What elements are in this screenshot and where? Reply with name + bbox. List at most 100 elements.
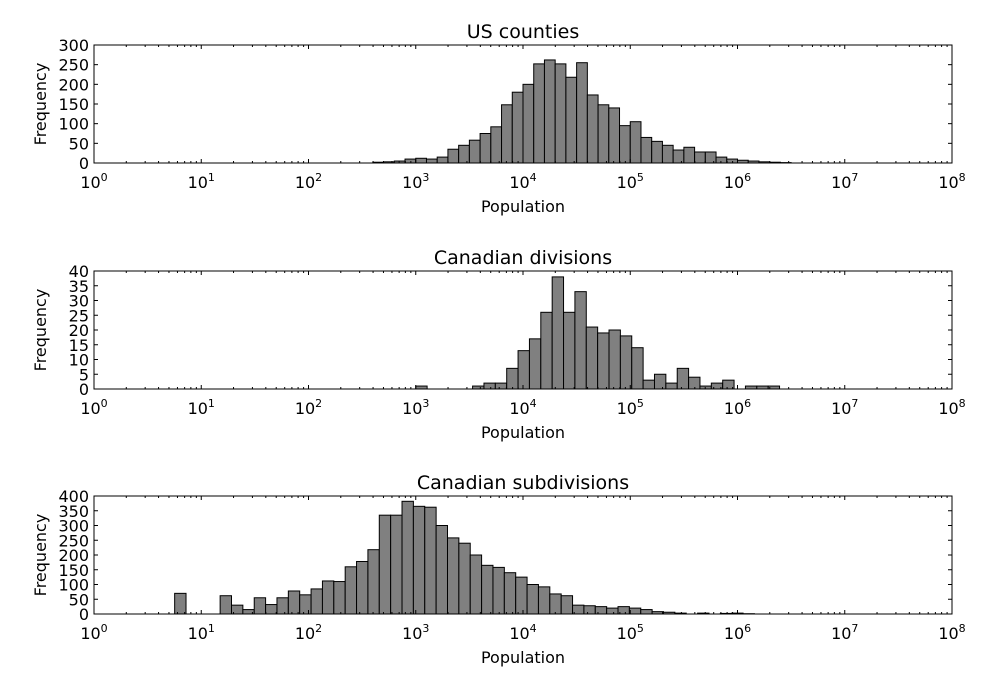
bar [672, 149, 685, 164]
bar [481, 564, 494, 615]
y-tick-label: 20 [69, 321, 89, 340]
x-tick-label: 107 [831, 622, 858, 643]
bar [344, 566, 358, 615]
x-axis-label: Population [481, 648, 565, 667]
y-tick-label: 0 [79, 380, 89, 399]
bar [287, 590, 301, 615]
bar [597, 332, 610, 390]
bar [651, 140, 663, 164]
x-tick-label: 103 [402, 397, 429, 418]
x-tick-label: 104 [509, 171, 536, 192]
bar [468, 139, 481, 164]
bar [585, 326, 599, 390]
bar [494, 382, 508, 390]
y-tick-label: 50 [69, 134, 89, 153]
bar [688, 376, 701, 390]
bar [299, 594, 312, 615]
y-tick-label: 50 [69, 590, 89, 609]
chart-panel-3: Canadian subdivisions Population Frequency… [31, 472, 966, 667]
bar [401, 500, 414, 615]
x-tick-label: 107 [831, 171, 858, 192]
bar [310, 588, 323, 615]
bar [586, 94, 599, 164]
bar [554, 63, 567, 164]
x-tick-label: 101 [188, 171, 215, 192]
x-tick-label: 105 [617, 622, 644, 643]
x-tick-label: 106 [724, 171, 751, 192]
bar [619, 125, 631, 164]
bar [333, 581, 346, 615]
x-tick-label: 101 [188, 622, 215, 643]
bar [506, 367, 519, 390]
bar [390, 514, 403, 615]
x-tick-label: 108 [938, 397, 965, 418]
x-tick-label: 105 [617, 397, 644, 418]
bar [540, 311, 553, 390]
y-tick-label: 150 [58, 561, 89, 580]
bar [594, 606, 608, 615]
x-tick-label: 100 [80, 171, 107, 192]
chart-title: US counties [467, 21, 579, 43]
bar [583, 605, 596, 615]
bar [492, 566, 505, 615]
y-tick-label: 0 [79, 154, 89, 173]
bar [356, 560, 369, 615]
x-tick-label: 106 [724, 397, 751, 418]
bar [576, 62, 588, 164]
y-axis-label: Frequency [31, 514, 50, 597]
y-tick-label: 100 [58, 115, 89, 134]
bar [640, 136, 653, 164]
bar [469, 554, 483, 615]
bar [415, 157, 427, 164]
bar [522, 83, 535, 164]
y-tick-label: 250 [58, 531, 89, 550]
bar [640, 609, 653, 615]
x-tick-label: 103 [402, 171, 429, 192]
y-tick-label: 30 [69, 292, 89, 311]
bar [528, 338, 542, 390]
chart-title: Canadian divisions [434, 247, 612, 269]
bar [631, 347, 644, 390]
bar [515, 576, 528, 615]
bar [526, 584, 539, 615]
bar [435, 525, 448, 615]
x-tick-label: 104 [509, 397, 536, 418]
y-axis-label: Frequency [31, 289, 50, 372]
bar [715, 156, 728, 164]
y-tick-label: 40 [69, 262, 89, 281]
y-tick-label: 400 [58, 487, 89, 506]
bar [563, 311, 576, 390]
bar [501, 104, 513, 164]
chart-title: Canadian subdivisions [417, 472, 629, 494]
x-tick-label: 100 [80, 397, 107, 418]
bar [597, 104, 610, 164]
bar [321, 580, 335, 615]
bar [174, 592, 187, 615]
bar [606, 607, 619, 615]
y-tick-label: 200 [58, 75, 89, 94]
bar [676, 367, 690, 390]
y-tick-label: 10 [69, 351, 89, 370]
bar [219, 595, 232, 615]
y-tick-label: 300 [58, 36, 89, 55]
bar [665, 382, 678, 390]
bar [511, 91, 524, 164]
bar [642, 379, 655, 390]
bar [661, 144, 674, 164]
x-axis-label: Population [481, 197, 565, 216]
bar [608, 329, 621, 390]
y-tick-label: 100 [58, 576, 89, 595]
bar [276, 597, 289, 615]
bar [653, 373, 667, 390]
x-tick-label: 107 [831, 397, 858, 418]
y-tick-label: 35 [69, 277, 89, 296]
x-tick-label: 101 [188, 397, 215, 418]
y-tick-label: 5 [79, 365, 89, 384]
bar [683, 146, 696, 164]
chart-panel-1: US countiesPopulationFrequency0501001502… [31, 21, 966, 216]
x-tick-label: 104 [509, 622, 536, 643]
bar [704, 151, 717, 164]
x-tick-label: 102 [295, 171, 322, 192]
x-tick-label: 100 [80, 622, 107, 643]
bar [425, 158, 438, 164]
